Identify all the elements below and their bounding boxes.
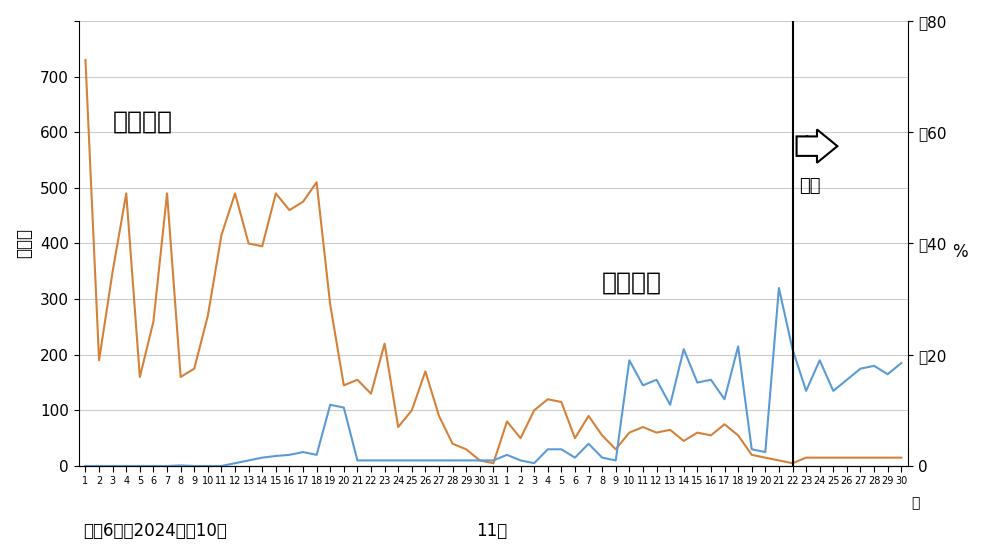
- Text: 令和6年（2024年）10月: 令和6年（2024年）10月: [84, 522, 227, 540]
- Text: 日: 日: [911, 497, 919, 511]
- Y-axis label: %: %: [953, 243, 968, 262]
- Y-axis label: 地点数: 地点数: [15, 228, 33, 258]
- Text: 予報: 予報: [799, 177, 821, 195]
- Text: 11月: 11月: [476, 522, 507, 540]
- FancyArrow shape: [796, 129, 838, 163]
- Text: 【夏日】: 【夏日】: [113, 109, 173, 133]
- Text: 【冬日】: 【冬日】: [603, 271, 663, 295]
